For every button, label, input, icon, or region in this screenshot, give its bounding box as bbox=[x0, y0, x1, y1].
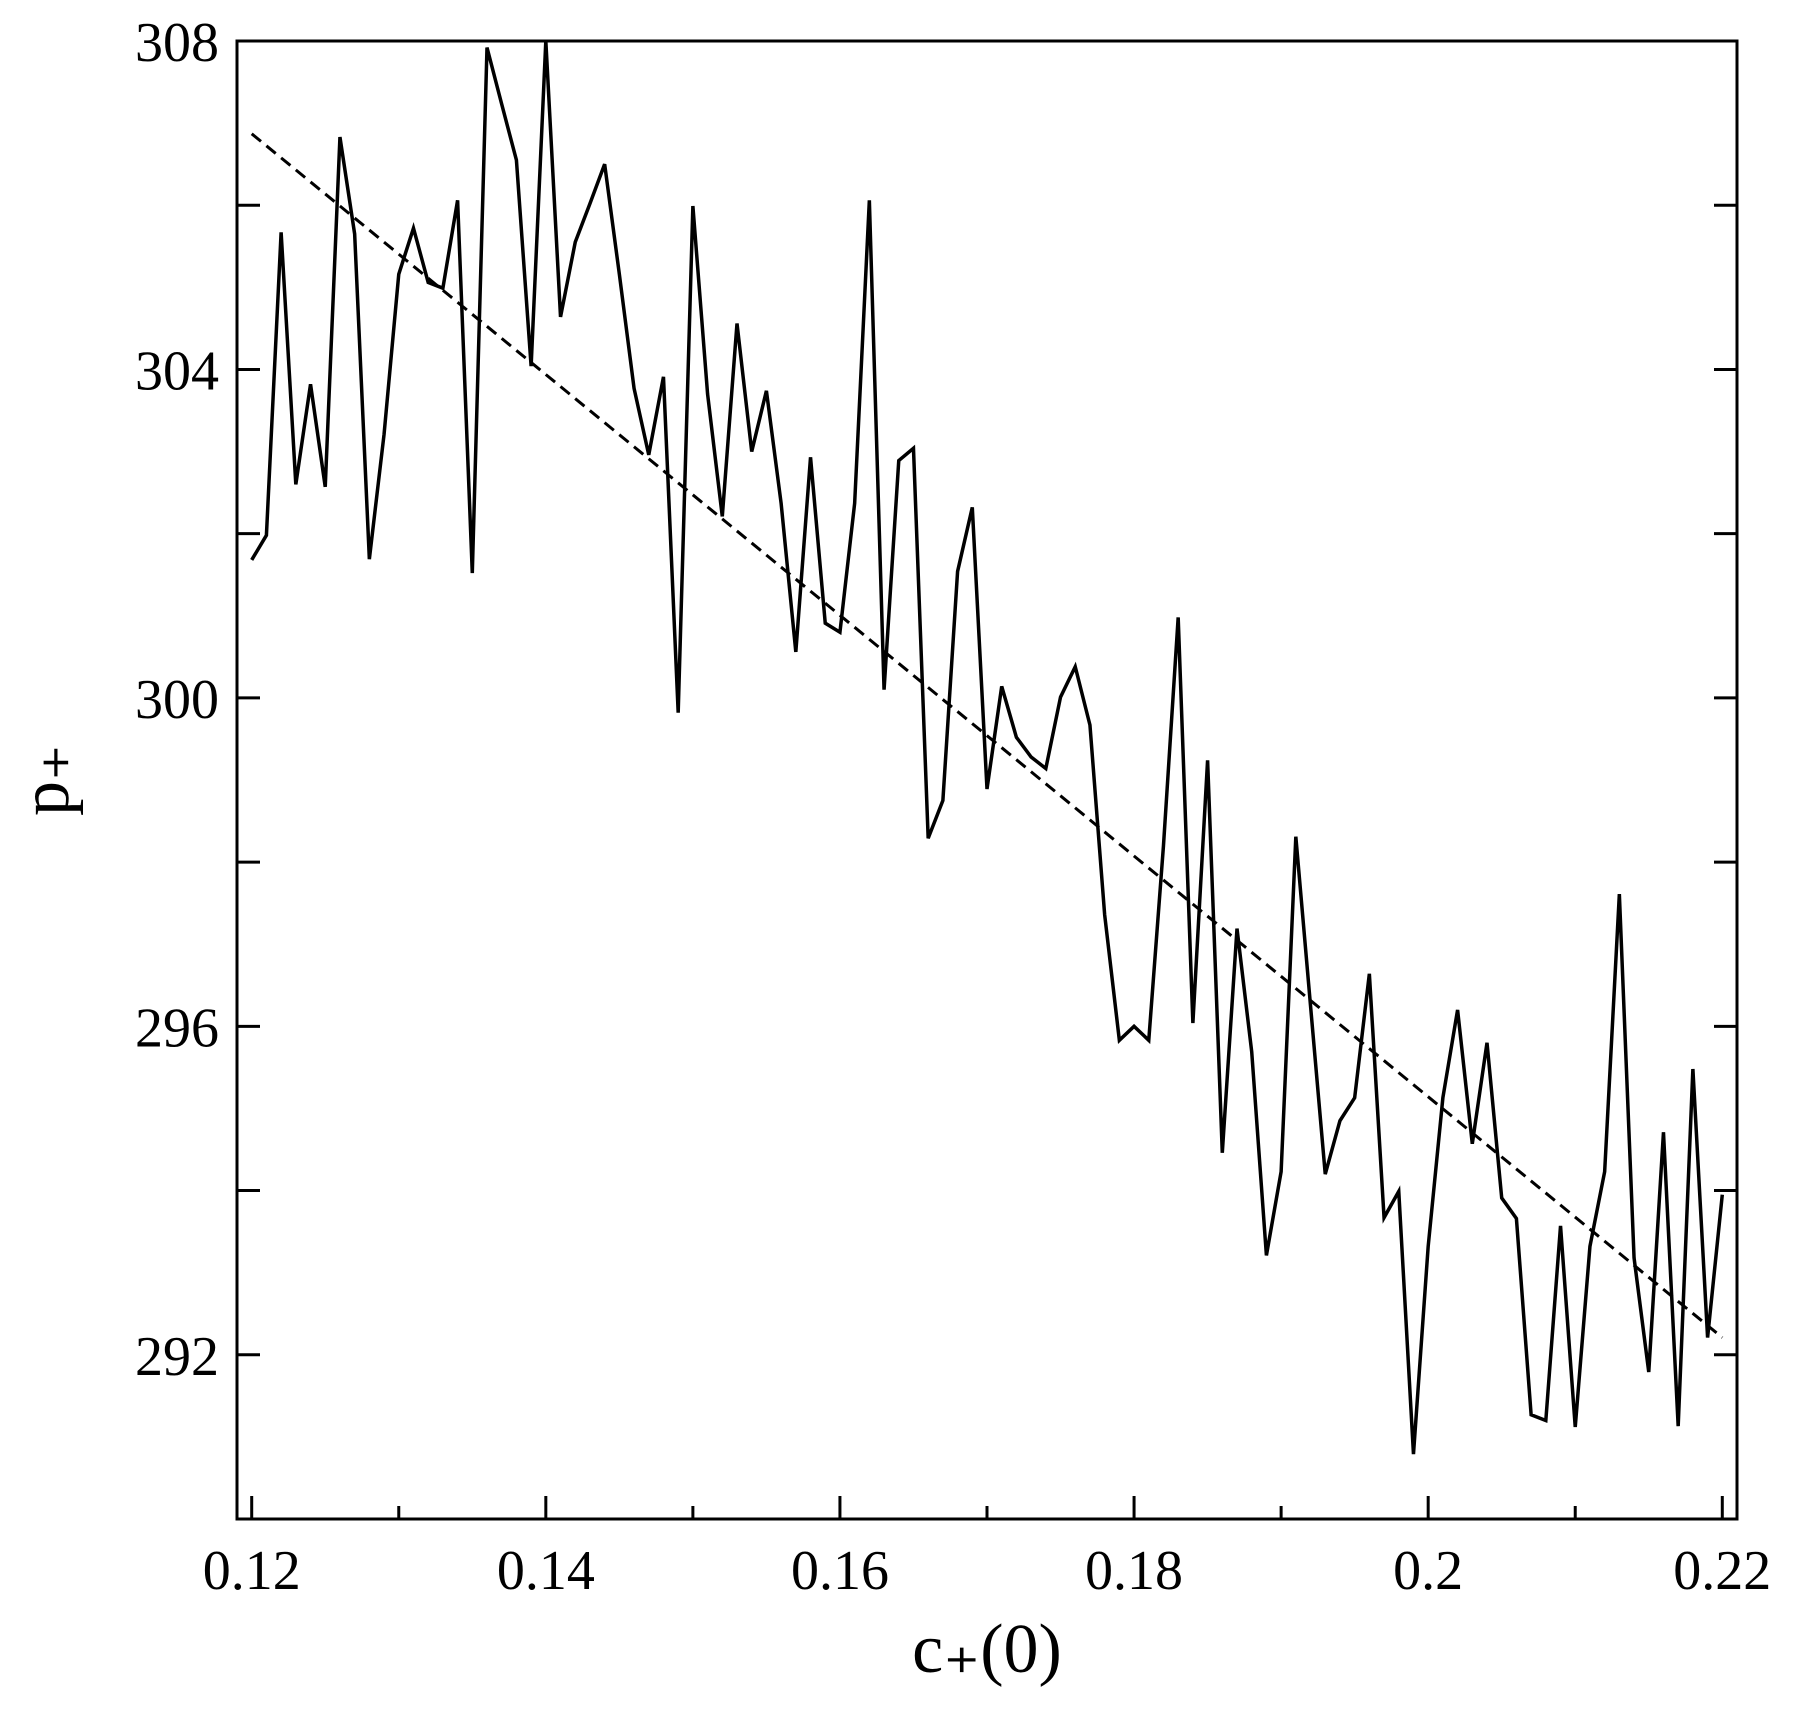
y-tick-label: 296 bbox=[135, 997, 219, 1059]
x-tick-label: 0.22 bbox=[1673, 1540, 1771, 1602]
x-tick-label: 0.16 bbox=[791, 1540, 889, 1602]
x-tick-label: 0.12 bbox=[203, 1540, 301, 1602]
x-axis-label: c₊(0) bbox=[912, 1611, 1062, 1688]
fit-line bbox=[250, 132, 1724, 1339]
y-axis-label: p₊ bbox=[7, 744, 84, 816]
y-tick-label: 292 bbox=[135, 1326, 219, 1388]
x-tick-label: 0.2 bbox=[1393, 1540, 1463, 1602]
y-tick-label: 304 bbox=[135, 340, 219, 402]
y-tick-label: 308 bbox=[135, 12, 219, 74]
x-tick-label: 0.14 bbox=[497, 1540, 595, 1602]
y-tick-label: 300 bbox=[135, 669, 219, 731]
x-tick-label: 0.18 bbox=[1085, 1540, 1183, 1602]
data-line bbox=[250, 40, 1725, 1455]
